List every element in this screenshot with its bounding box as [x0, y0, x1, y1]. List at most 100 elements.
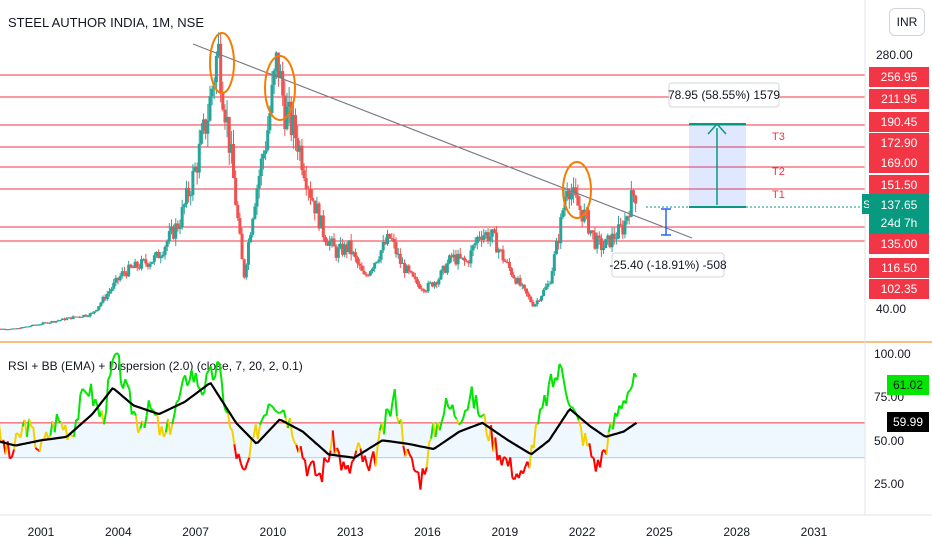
rsi-segment: [462, 409, 467, 419]
candle-body: [469, 250, 473, 264]
candle-body: [426, 282, 430, 292]
candle-body: [347, 240, 351, 253]
candle-body: [458, 253, 462, 258]
candle-body: [343, 244, 347, 255]
rsi-segment: [308, 461, 313, 467]
candle-body: [58, 320, 62, 322]
rsi-segment: [160, 426, 165, 438]
candle-body: [629, 190, 633, 217]
rsi-segment: [438, 421, 443, 431]
candle-body: [321, 215, 325, 238]
candle-body: [527, 293, 531, 297]
candle-body: [430, 282, 434, 287]
candle-body: [279, 71, 283, 78]
candle-body: [45, 322, 49, 324]
rsi-segment: [261, 414, 266, 420]
rsi-segment: [616, 405, 621, 417]
candle-body: [52, 321, 56, 323]
bar-countdown-label: 24d 7h: [881, 216, 918, 230]
candle-body: [169, 226, 173, 231]
candle-body: [50, 321, 54, 323]
rsi-segment: [451, 404, 456, 417]
candle-body: [78, 316, 81, 318]
candle-body: [15, 328, 19, 330]
candle-body: [204, 119, 208, 134]
candle-body: [287, 101, 291, 107]
candle-body: [146, 263, 150, 267]
candle-body: [9, 328, 13, 330]
level-price-tag: [869, 258, 929, 278]
candle-body: [456, 253, 460, 265]
candle-body: [516, 278, 520, 284]
time-tick: 2007: [182, 525, 209, 539]
rsi-segment: [171, 413, 176, 425]
candle-body: [249, 234, 253, 243]
candle-body: [612, 233, 616, 239]
candle-body: [240, 233, 244, 260]
candle-body: [561, 210, 565, 218]
candle-body: [110, 288, 114, 292]
rsi-segment: [225, 410, 229, 414]
candle-body: [43, 322, 47, 324]
candle-body: [625, 216, 629, 221]
rsi-segment: [558, 363, 563, 369]
candle-body: [289, 101, 293, 136]
rsi-segment: [406, 448, 411, 456]
candle-body: [465, 260, 469, 262]
level-price-tag: [869, 67, 929, 87]
candle-body: [356, 257, 360, 264]
candle-body: [477, 236, 481, 238]
candle-body: [133, 261, 137, 268]
candle-body: [229, 144, 233, 153]
rsi-segment: [216, 360, 220, 365]
candle-body: [569, 192, 573, 200]
rsi-segment: [107, 374, 112, 381]
rsi-segment: [276, 411, 280, 415]
rsi-segment: [134, 415, 140, 433]
candle-body: [112, 282, 116, 289]
candle-body: [266, 130, 270, 151]
candle-body: [433, 282, 437, 287]
candle-body: [167, 230, 171, 242]
level-price-label: 169.00: [881, 156, 918, 170]
candle-body: [259, 158, 263, 177]
candle-body: [152, 255, 156, 262]
candle-body: [88, 313, 92, 317]
rsi-segment: [552, 377, 557, 388]
candle-body: [180, 206, 184, 228]
candle-body: [495, 232, 499, 253]
candle-body: [544, 286, 548, 290]
candle-body: [206, 120, 210, 134]
rsi-segment: [218, 363, 223, 380]
rsi-segment: [562, 380, 567, 393]
rsi-segment: [564, 392, 569, 403]
rsi-segment: [137, 428, 142, 434]
time-tick: 2019: [491, 525, 518, 539]
candle-body: [381, 241, 385, 251]
currency-button[interactable]: INR: [889, 8, 925, 36]
last-price-label: 137.65: [881, 198, 918, 212]
candle-body: [129, 264, 133, 268]
rsi-segment: [162, 431, 167, 438]
rsi-segment: [458, 422, 462, 426]
ema-value-label: 59.99: [893, 415, 923, 429]
candle-body: [392, 239, 396, 243]
rsi-segment: [214, 361, 219, 378]
candle-body: [73, 316, 77, 318]
rsi-segment: [201, 391, 206, 396]
candle-body: [202, 119, 206, 131]
rsi-segment: [278, 411, 282, 414]
candle-body: [18, 328, 22, 330]
candle-body: [255, 188, 259, 207]
candle-body: [30, 324, 34, 327]
rsi-segment: [13, 433, 18, 450]
candle-body: [261, 153, 265, 159]
candle-body: [621, 225, 625, 235]
candle-body: [28, 326, 32, 328]
rsi-segment: [560, 367, 565, 381]
rsi-segment: [479, 414, 484, 419]
candle-body: [634, 195, 638, 204]
candle-body: [373, 263, 377, 269]
time-tick: 2001: [28, 525, 55, 539]
